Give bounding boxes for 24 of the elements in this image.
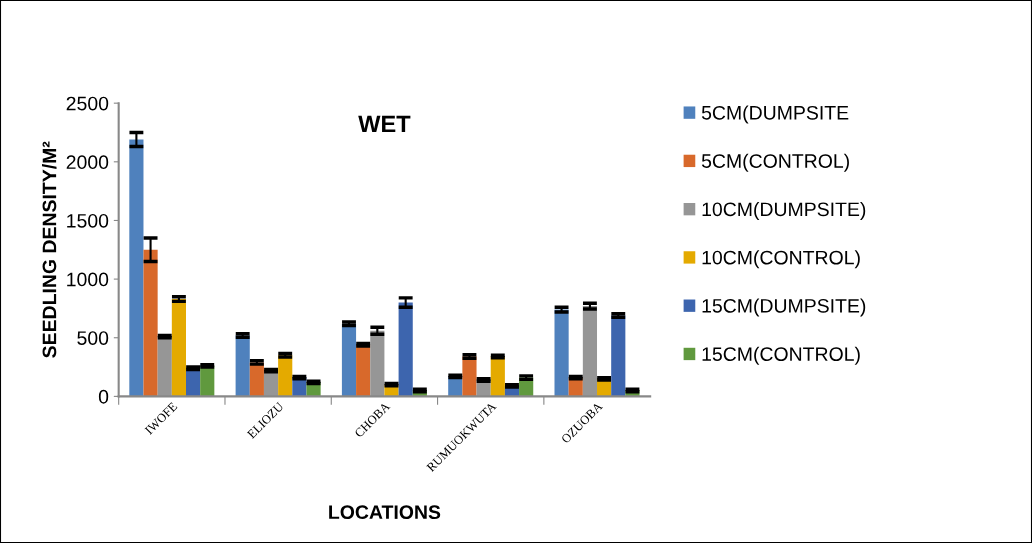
y-tick-label: 1500	[67, 213, 109, 228]
y-tick-label: 1000	[67, 272, 109, 287]
legend-label: 10CM(DUMPSITE)	[702, 201, 866, 221]
bar	[398, 302, 413, 397]
legend-label: 5CM(DUMPSITE	[701, 105, 849, 124]
legend-label: 5CM(CONTROL)	[701, 153, 849, 172]
bar	[129, 139, 144, 397]
bar	[554, 309, 569, 397]
y-tick-label: 0	[98, 389, 109, 404]
y-tick-label: 500	[77, 331, 109, 345]
chart-title: WET	[358, 115, 411, 133]
y-tick-label: 2000	[66, 155, 109, 170]
bar	[582, 306, 598, 397]
x-axis-title: LOCATIONS	[329, 505, 441, 520]
y-tick-label: 2500	[66, 96, 109, 111]
legend-label: 10CM(CONTROL)	[702, 250, 860, 269]
bar	[157, 336, 172, 397]
bar	[171, 299, 186, 397]
y-axis-title: SEEDLING DENSITY/M²	[42, 141, 57, 358]
bar	[462, 356, 477, 397]
bar	[370, 330, 385, 397]
legend-label: 15CM(CONTROL)	[702, 346, 860, 365]
bar	[143, 249, 158, 397]
legend-label: 15CM(DUMPSITE)	[702, 298, 866, 317]
